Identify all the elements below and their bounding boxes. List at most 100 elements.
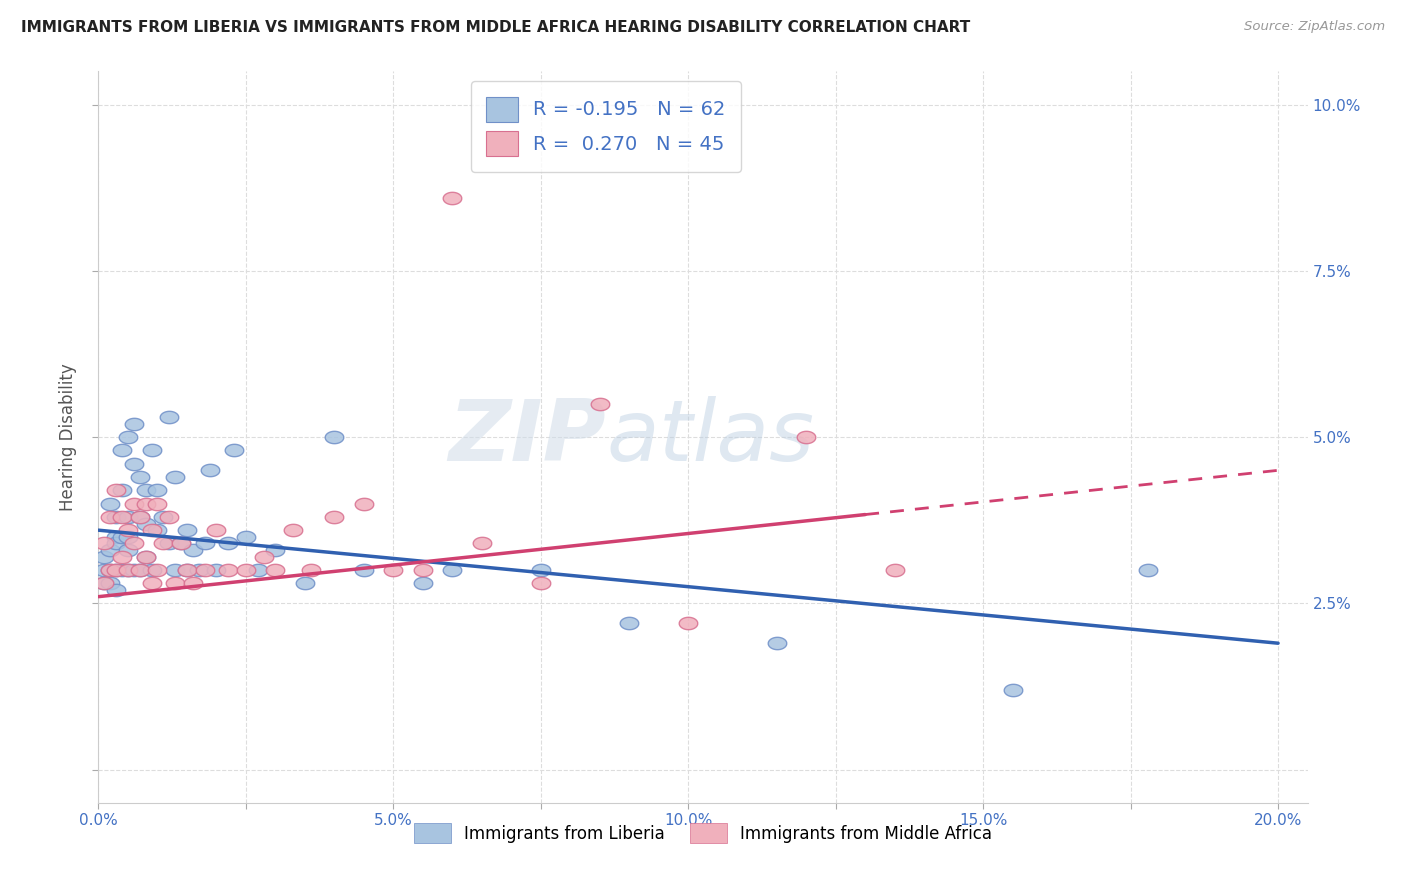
Text: atlas: atlas xyxy=(606,395,814,479)
Point xyxy=(146,483,169,498)
Point xyxy=(135,549,157,564)
Point xyxy=(98,563,121,577)
Point xyxy=(105,582,128,597)
Point xyxy=(111,563,134,577)
Point xyxy=(105,509,128,524)
Point xyxy=(135,483,157,498)
Point xyxy=(146,523,169,537)
Point xyxy=(441,191,464,205)
Point xyxy=(217,536,239,550)
Point xyxy=(98,543,121,558)
Point xyxy=(93,563,115,577)
Point xyxy=(264,563,287,577)
Point xyxy=(530,563,553,577)
Point xyxy=(122,536,145,550)
Point xyxy=(128,509,150,524)
Point xyxy=(353,497,375,511)
Point xyxy=(323,509,346,524)
Point xyxy=(93,576,115,591)
Text: ZIP: ZIP xyxy=(449,395,606,479)
Point xyxy=(412,563,434,577)
Point xyxy=(217,563,239,577)
Point xyxy=(794,430,817,444)
Point xyxy=(252,549,274,564)
Point xyxy=(117,563,139,577)
Point xyxy=(235,530,257,544)
Point xyxy=(128,470,150,484)
Point xyxy=(589,397,612,411)
Point xyxy=(135,516,157,531)
Point xyxy=(471,536,494,550)
Point xyxy=(122,563,145,577)
Point xyxy=(530,576,553,591)
Point xyxy=(382,563,405,577)
Point xyxy=(105,483,128,498)
Point xyxy=(146,563,169,577)
Point xyxy=(165,470,187,484)
Point xyxy=(105,563,128,577)
Point xyxy=(187,563,209,577)
Point xyxy=(619,616,641,631)
Point xyxy=(117,530,139,544)
Point xyxy=(165,576,187,591)
Point xyxy=(157,509,180,524)
Point xyxy=(205,563,228,577)
Point xyxy=(141,523,163,537)
Point xyxy=(128,563,150,577)
Point xyxy=(152,536,174,550)
Point xyxy=(1137,563,1160,577)
Point xyxy=(98,509,121,524)
Point xyxy=(117,430,139,444)
Point xyxy=(98,563,121,577)
Point xyxy=(152,509,174,524)
Point xyxy=(105,563,128,577)
Point xyxy=(135,497,157,511)
Point xyxy=(111,483,134,498)
Point xyxy=(353,563,375,577)
Point xyxy=(181,543,204,558)
Point xyxy=(98,576,121,591)
Point xyxy=(111,530,134,544)
Point xyxy=(111,509,134,524)
Legend: Immigrants from Liberia, Immigrants from Middle Africa: Immigrants from Liberia, Immigrants from… xyxy=(408,817,998,849)
Point xyxy=(117,563,139,577)
Point xyxy=(146,497,169,511)
Point xyxy=(93,576,115,591)
Point xyxy=(122,417,145,431)
Point xyxy=(170,536,193,550)
Point xyxy=(105,530,128,544)
Point xyxy=(122,497,145,511)
Point xyxy=(98,497,121,511)
Point xyxy=(235,563,257,577)
Point xyxy=(105,536,128,550)
Point xyxy=(141,443,163,458)
Point xyxy=(117,543,139,558)
Point xyxy=(441,563,464,577)
Point xyxy=(264,543,287,558)
Point xyxy=(281,523,304,537)
Point xyxy=(200,463,222,477)
Point xyxy=(170,536,193,550)
Text: Source: ZipAtlas.com: Source: ZipAtlas.com xyxy=(1244,20,1385,33)
Point xyxy=(157,410,180,425)
Point xyxy=(1001,682,1024,697)
Point xyxy=(194,563,217,577)
Point xyxy=(111,549,134,564)
Point xyxy=(194,536,217,550)
Point xyxy=(205,523,228,537)
Point xyxy=(128,563,150,577)
Point xyxy=(93,536,115,550)
Point xyxy=(122,457,145,471)
Point xyxy=(412,576,434,591)
Point xyxy=(111,443,134,458)
Point xyxy=(678,616,700,631)
Point xyxy=(135,549,157,564)
Point xyxy=(128,509,150,524)
Point xyxy=(222,443,245,458)
Point xyxy=(117,509,139,524)
Point xyxy=(299,563,322,577)
Point xyxy=(176,563,198,577)
Point xyxy=(883,563,905,577)
Point xyxy=(765,636,787,650)
Y-axis label: Hearing Disability: Hearing Disability xyxy=(59,363,77,511)
